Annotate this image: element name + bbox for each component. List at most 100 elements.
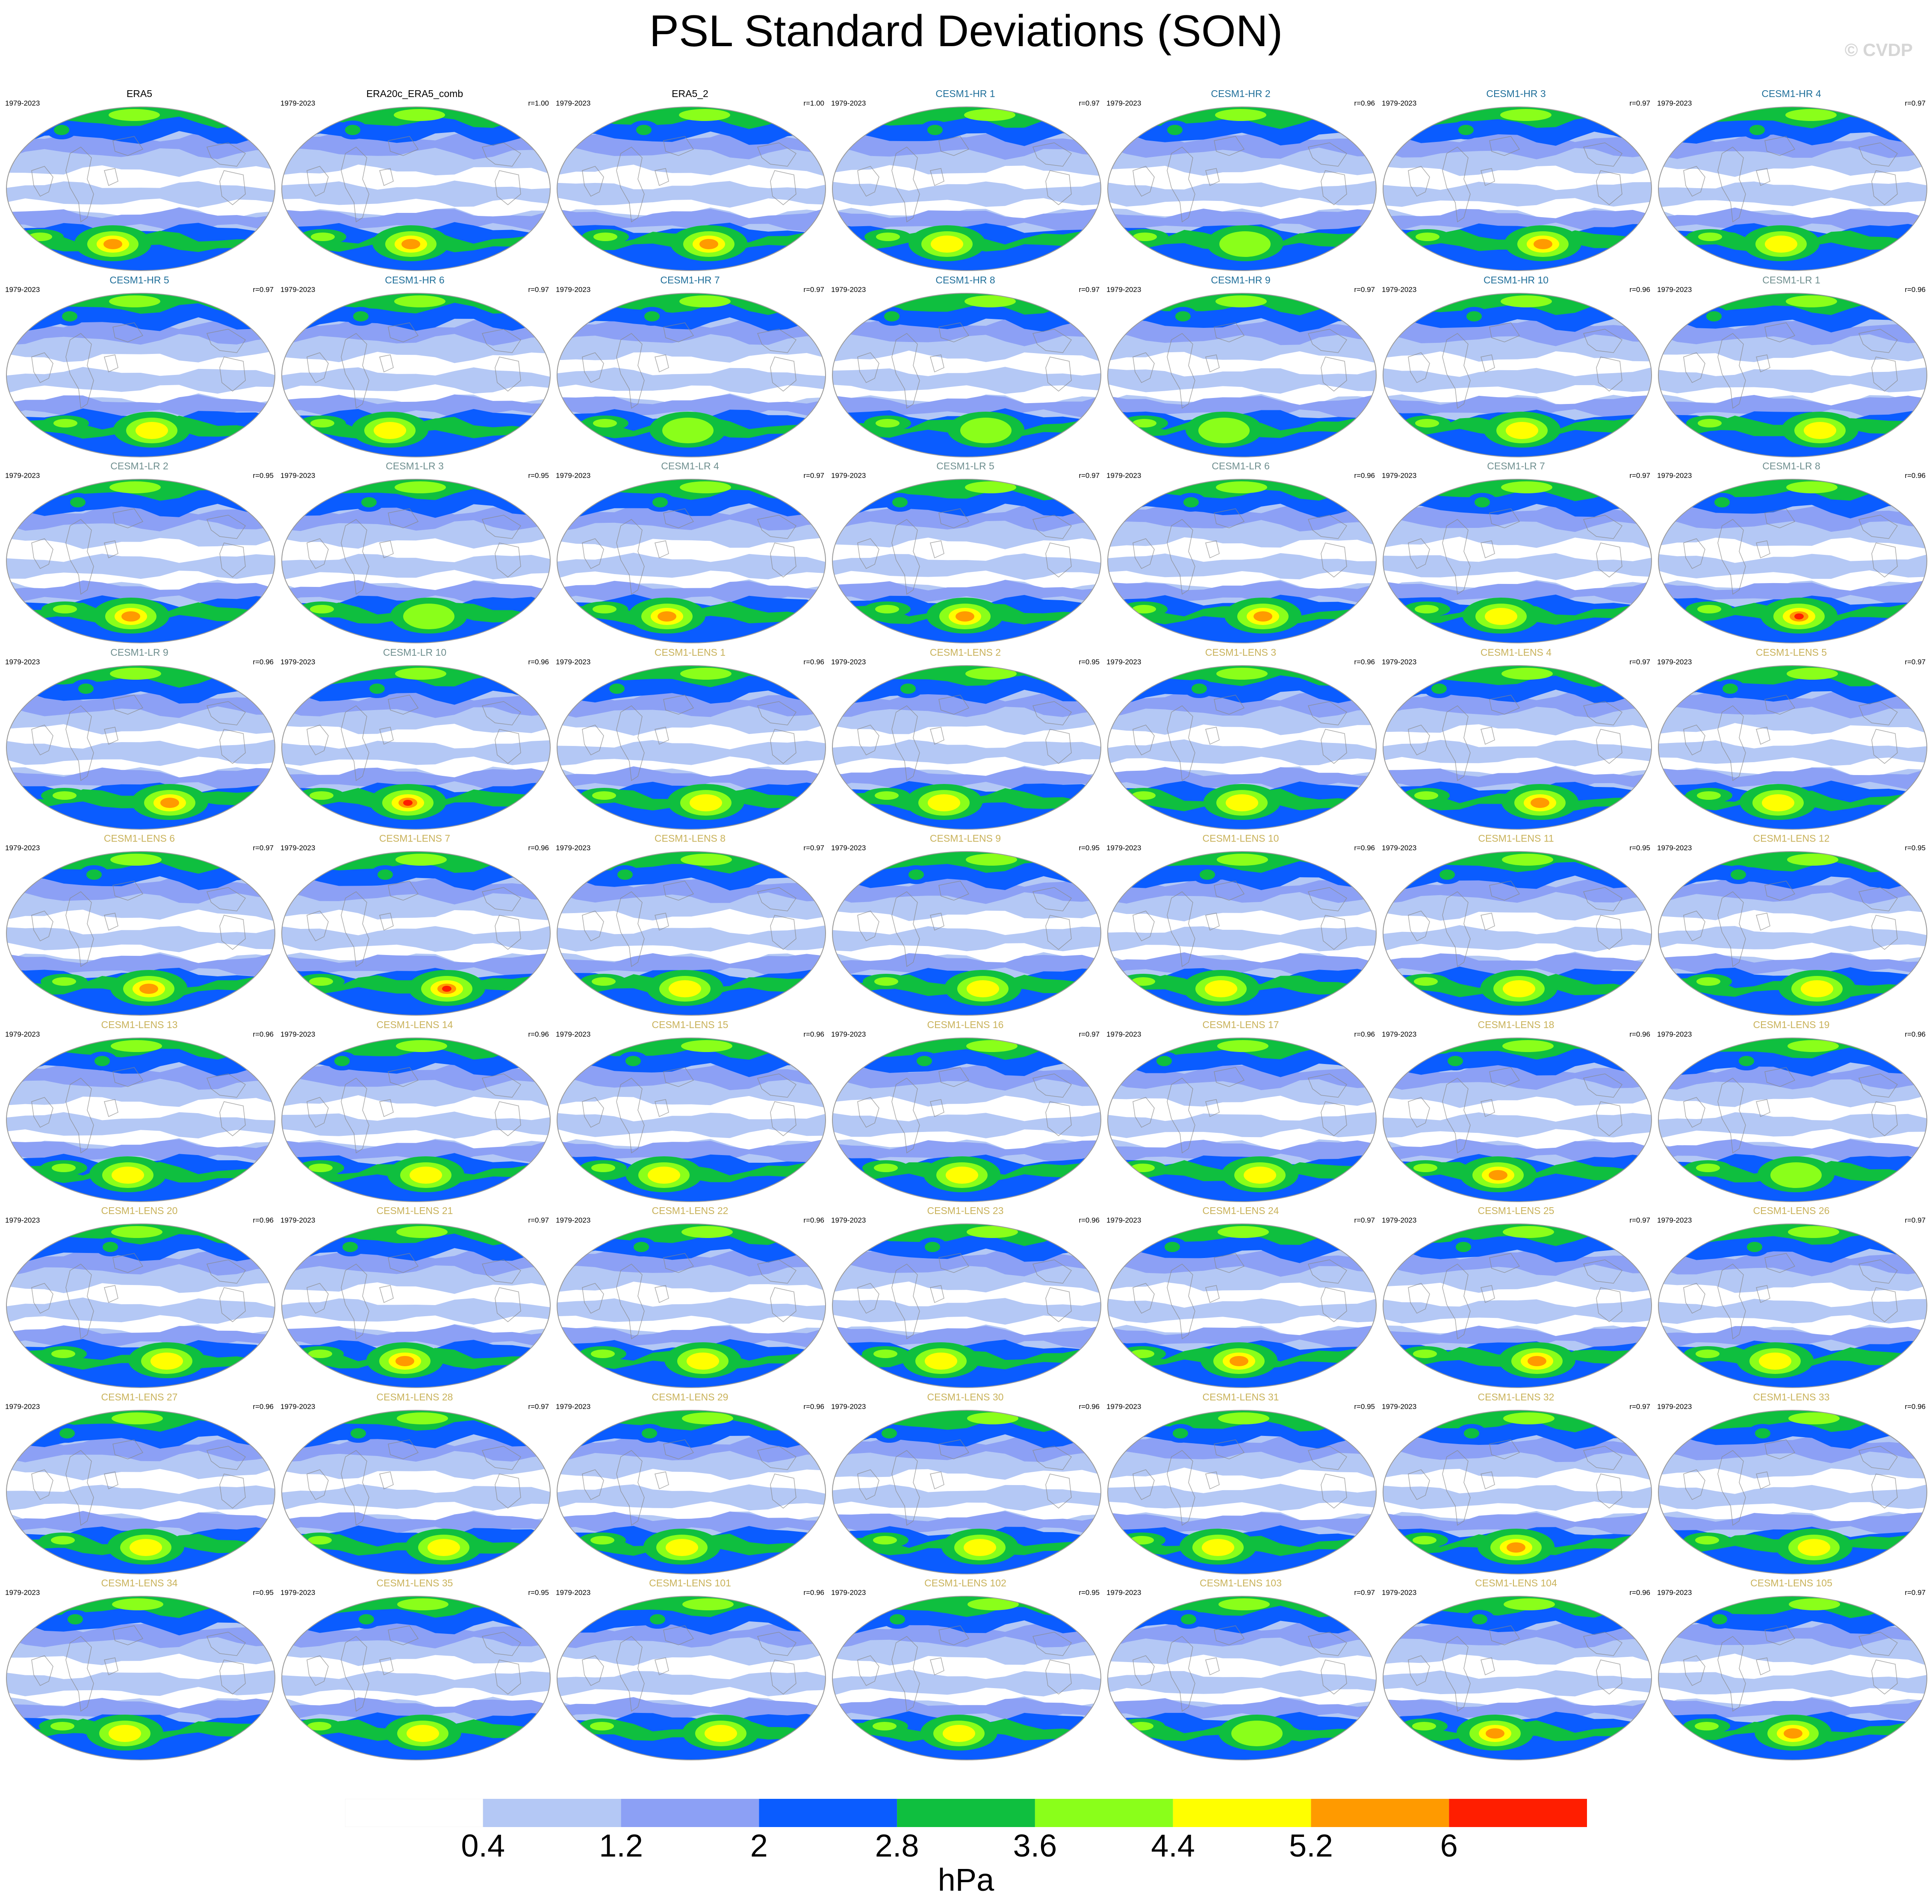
panel-correlation: r=0.95 xyxy=(528,472,549,480)
panel-correlation: r=0.97 xyxy=(1905,657,1926,666)
panel-correlation: r=0.97 xyxy=(1629,472,1650,480)
panel-title: CESM1-HR 1 xyxy=(935,88,995,99)
map-panel: CESM1-LENS 27 1979-2023 r=0.96 xyxy=(3,1391,276,1575)
panel-title: ERA20c_ERA5_comb xyxy=(366,88,463,99)
colorbar-box xyxy=(1449,1799,1587,1827)
panel-title: CESM1-LENS 13 xyxy=(101,1019,178,1030)
panel-title: CESM1-LR 2 xyxy=(110,460,168,472)
panel-title: CESM1-LENS 30 xyxy=(927,1391,1004,1403)
map-panel: CESM1-HR 1 1979-2023 r=0.97 xyxy=(829,88,1102,271)
panel-correlation: r=0.96 xyxy=(528,657,549,666)
page-title: PSL Standard Deviations (SON) xyxy=(649,6,1283,56)
world-map xyxy=(557,665,826,830)
world-map xyxy=(281,479,551,643)
panel-years: 1979-2023 xyxy=(556,1216,591,1224)
map-panel: CESM1-LENS 33 1979-2023 r=0.96 xyxy=(1655,1391,1928,1575)
map-panel: CESM1-LENS 29 1979-2023 r=0.96 xyxy=(553,1391,827,1575)
panel-years: 1979-2023 xyxy=(556,657,591,666)
map-panel: CESM1-LENS 5 1979-2023 r=0.97 xyxy=(1655,646,1928,830)
panel-years: 1979-2023 xyxy=(5,1402,40,1411)
panel-years: 1979-2023 xyxy=(1106,1030,1142,1038)
world-map xyxy=(6,1037,275,1202)
panel-years: 1979-2023 xyxy=(280,1216,316,1224)
panel-title: CESM1-LR 6 xyxy=(1212,460,1270,472)
panel-title: CESM1-LENS 6 xyxy=(103,833,175,844)
panel-correlation: r=0.96 xyxy=(528,844,549,852)
colorbar-tick-label: 4.4 xyxy=(1151,1828,1195,1863)
world-map xyxy=(832,1596,1101,1760)
panel-correlation: r=0.95 xyxy=(1079,1589,1100,1597)
panel-years: 1979-2023 xyxy=(1382,285,1417,294)
map-panel: CESM1-HR 6 1979-2023 r=0.97 xyxy=(278,274,552,458)
world-map xyxy=(557,851,826,1016)
panel-title: CESM1-LR 7 xyxy=(1487,460,1545,472)
world-map xyxy=(1658,479,1927,643)
panel-years: 1979-2023 xyxy=(280,99,316,107)
panel-years: 1979-2023 xyxy=(5,1030,40,1038)
panel-years: 1979-2023 xyxy=(1657,844,1692,852)
panel-title: CESM1-LENS 20 xyxy=(101,1205,178,1216)
colorbar-tick-label: 6 xyxy=(1440,1828,1458,1863)
world-map xyxy=(1658,665,1927,830)
panel-correlation: r=0.96 xyxy=(1905,1030,1926,1038)
watermark: © CVDP xyxy=(1844,40,1913,60)
panel-title: CESM1-LR 1 xyxy=(1762,274,1820,286)
panel-title: CESM1-LENS 29 xyxy=(652,1391,729,1403)
panel-correlation: r=0.96 xyxy=(1905,1402,1926,1411)
world-map xyxy=(1383,1409,1652,1574)
world-map xyxy=(1107,1409,1377,1574)
panel-years: 1979-2023 xyxy=(1382,844,1417,852)
map-panel: CESM1-LR 5 1979-2023 r=0.97 xyxy=(829,460,1102,644)
map-panel: CESM1-LENS 21 1979-2023 r=0.97 xyxy=(278,1205,552,1388)
panel-title: CESM1-LENS 32 xyxy=(1478,1391,1554,1403)
panel-title: CESM1-LENS 22 xyxy=(652,1205,729,1216)
panel-title: CESM1-LENS 1 xyxy=(654,646,726,658)
world-map xyxy=(557,1223,826,1388)
panel-title: CESM1-LENS 8 xyxy=(654,833,726,844)
colorbar-box xyxy=(621,1799,759,1827)
map-panel: CESM1-LENS 11 1979-2023 r=0.95 xyxy=(1379,832,1653,1016)
panel-years: 1979-2023 xyxy=(5,844,40,852)
panel-correlation: r=0.96 xyxy=(1629,1589,1650,1597)
map-panel: CESM1-LENS 14 1979-2023 r=0.96 xyxy=(278,1019,552,1203)
map-panel: CESM1-LENS 104 1979-2023 r=0.96 xyxy=(1379,1577,1653,1761)
panel-title: ERA5 xyxy=(126,88,153,99)
map-panel: CESM1-LENS 3 1979-2023 r=0.96 xyxy=(1104,646,1377,830)
panel-title: CESM1-HR 9 xyxy=(1211,274,1271,286)
colorbar-box xyxy=(345,1799,484,1827)
world-map xyxy=(832,1223,1101,1388)
panel-correlation: r=1.00 xyxy=(803,99,824,107)
map-panel: CESM1-HR 9 1979-2023 r=0.97 xyxy=(1104,274,1377,458)
panel-correlation: r=0.97 xyxy=(253,844,274,852)
panel-years: 1979-2023 xyxy=(831,1030,866,1038)
world-map xyxy=(1107,1596,1377,1760)
panel-title: CESM1-HR 5 xyxy=(109,274,169,286)
panel-title: CESM1-LENS 34 xyxy=(101,1577,178,1589)
map-panel-grid: ERA5 1979-2023 ERA20c_ERA5_comb 1979-2023 r=… xyxy=(3,88,1928,1761)
world-map xyxy=(6,292,275,457)
panel-title: CESM1-HR 3 xyxy=(1486,88,1546,99)
panel-correlation: r=0.96 xyxy=(528,1030,549,1038)
world-map xyxy=(557,292,826,457)
world-map xyxy=(832,106,1101,271)
world-map xyxy=(281,292,551,457)
panel-correlation: r=0.97 xyxy=(528,1216,549,1224)
panel-correlation: r=0.95 xyxy=(1629,844,1650,852)
map-panel: CESM1-LENS 31 1979-2023 r=0.95 xyxy=(1104,1391,1377,1575)
panel-years: 1979-2023 xyxy=(831,844,866,852)
panel-title: CESM1-LENS 23 xyxy=(927,1205,1004,1216)
world-map xyxy=(557,479,826,643)
map-panel: CESM1-LENS 20 1979-2023 r=0.96 xyxy=(3,1205,276,1388)
panel-title: CESM1-HR 7 xyxy=(660,274,720,286)
panel-correlation: r=0.96 xyxy=(803,1216,824,1224)
panel-correlation: r=0.95 xyxy=(253,1589,274,1597)
panel-years: 1979-2023 xyxy=(1657,1402,1692,1411)
world-map xyxy=(832,479,1101,643)
panel-correlation: r=0.97 xyxy=(1079,285,1100,294)
panel-correlation: r=0.97 xyxy=(1079,472,1100,480)
world-map xyxy=(281,1409,551,1574)
panel-correlation: r=0.97 xyxy=(1905,1589,1926,1597)
map-panel: CESM1-LR 9 1979-2023 r=0.96 xyxy=(3,646,276,830)
panel-title: CESM1-LENS 16 xyxy=(927,1019,1004,1030)
world-map xyxy=(1658,851,1927,1016)
